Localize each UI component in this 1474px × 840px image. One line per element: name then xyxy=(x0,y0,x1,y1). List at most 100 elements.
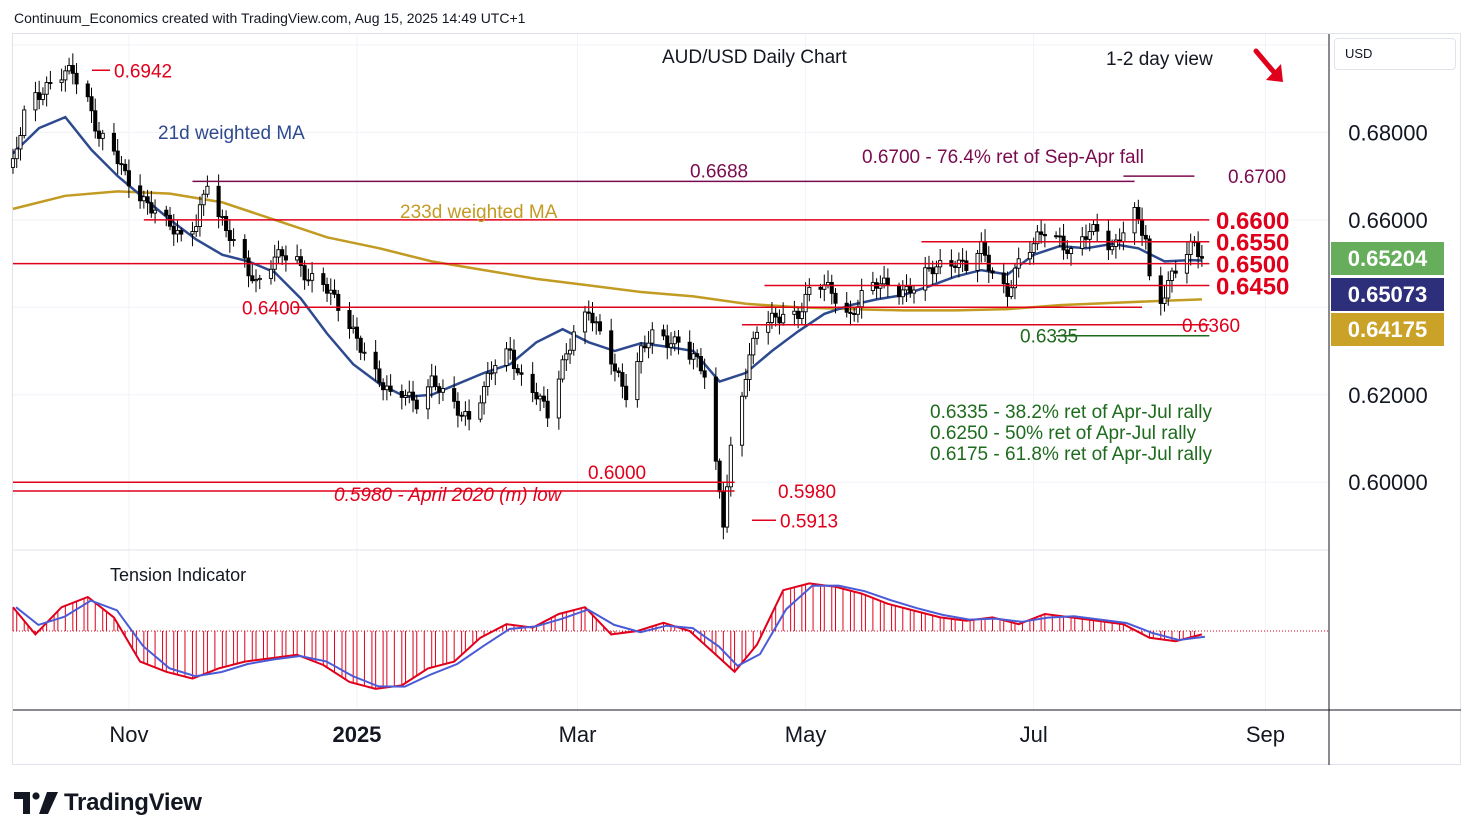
candle-body xyxy=(115,150,120,165)
candle xyxy=(717,458,722,499)
retracement-note: 0.6250 - 50% ret of Apr-Jul rally xyxy=(930,423,1197,444)
candle-body xyxy=(930,267,935,275)
candle-body xyxy=(399,390,404,398)
candle-body xyxy=(691,353,696,360)
candle xyxy=(44,76,49,107)
candle xyxy=(1091,220,1096,236)
candle xyxy=(96,121,102,147)
candle xyxy=(231,228,236,247)
x-tick-label: 2025 xyxy=(332,722,381,747)
candle xyxy=(33,81,38,122)
candle-body xyxy=(437,386,442,393)
candle-body xyxy=(1196,242,1201,258)
candle xyxy=(650,322,655,354)
candle xyxy=(205,175,210,198)
candle-body xyxy=(96,130,102,139)
candle-body xyxy=(646,342,651,349)
candle-body xyxy=(639,345,644,363)
candle xyxy=(530,362,535,403)
candle-body xyxy=(425,386,431,410)
candle-body xyxy=(197,204,202,227)
candle-body xyxy=(1065,249,1070,254)
candle-body xyxy=(1091,224,1096,233)
candle xyxy=(280,246,285,265)
candle xyxy=(111,123,116,156)
candle xyxy=(676,329,681,355)
high-label: 0.6942 xyxy=(114,61,172,82)
x-tick-label: May xyxy=(785,722,827,747)
candle-body xyxy=(519,372,524,375)
candle-body xyxy=(635,361,640,401)
candle-body xyxy=(85,83,90,98)
candle xyxy=(388,374,393,396)
candle xyxy=(807,278,812,302)
candle-body xyxy=(1136,206,1141,221)
candle-body xyxy=(672,336,677,345)
candle xyxy=(1009,280,1014,300)
candle xyxy=(149,190,154,218)
candle-body xyxy=(141,196,146,202)
candle-body xyxy=(1054,235,1059,238)
candle-body xyxy=(908,286,913,294)
candle-body xyxy=(268,268,274,279)
candle xyxy=(1113,233,1118,259)
candle xyxy=(534,382,539,405)
candle xyxy=(100,129,105,151)
candle-body xyxy=(923,267,928,291)
candle xyxy=(126,159,131,198)
candle xyxy=(698,348,703,375)
candle xyxy=(194,214,199,237)
level-label-0.6550: 0.6550 xyxy=(1216,230,1289,257)
tradingview-logo-icon xyxy=(14,792,58,814)
candle xyxy=(1065,240,1070,260)
candle-body xyxy=(515,368,520,374)
candle-body xyxy=(18,135,23,150)
level-label-0.6700: 0.6700 xyxy=(1228,167,1286,188)
candle xyxy=(1132,202,1137,245)
currency-selector[interactable]: USD xyxy=(1334,38,1456,70)
candle xyxy=(964,250,969,274)
candle xyxy=(164,205,169,227)
candle xyxy=(646,331,651,359)
candle xyxy=(635,352,640,408)
candle-body xyxy=(990,270,995,274)
candle-body xyxy=(859,290,864,308)
candle-body xyxy=(852,313,857,315)
candle-body xyxy=(1031,243,1036,253)
candle xyxy=(433,365,438,391)
candle xyxy=(93,98,98,139)
candle-body xyxy=(67,65,72,72)
candle-body xyxy=(1009,287,1014,297)
candle xyxy=(672,330,677,352)
candle-body xyxy=(695,353,700,357)
candle-body xyxy=(721,491,726,528)
candle-body xyxy=(1001,272,1006,285)
y-tick-label: 0.60000 xyxy=(1348,470,1428,495)
candle-body xyxy=(1140,219,1145,236)
candle xyxy=(956,252,961,278)
candle-body xyxy=(1087,231,1092,240)
candle xyxy=(639,342,644,374)
candle xyxy=(773,307,778,327)
candle xyxy=(59,68,64,92)
candle-body xyxy=(541,395,546,402)
candle xyxy=(728,436,733,497)
candle-body xyxy=(302,265,307,281)
candle xyxy=(852,307,857,322)
candle-body xyxy=(818,286,823,290)
candle-body xyxy=(227,230,232,241)
candle-body xyxy=(1080,236,1085,249)
candle xyxy=(250,263,255,284)
tradingview-logo[interactable]: TradingView xyxy=(14,788,202,818)
candle xyxy=(242,234,247,268)
candle xyxy=(642,335,647,353)
candle xyxy=(590,302,595,332)
level-label-0.6600: 0.6600 xyxy=(1216,208,1289,235)
candle xyxy=(119,155,124,175)
candle xyxy=(452,376,457,409)
candle xyxy=(560,355,565,383)
candle-body xyxy=(833,292,838,304)
candle-body xyxy=(848,311,853,314)
candle xyxy=(18,127,23,161)
